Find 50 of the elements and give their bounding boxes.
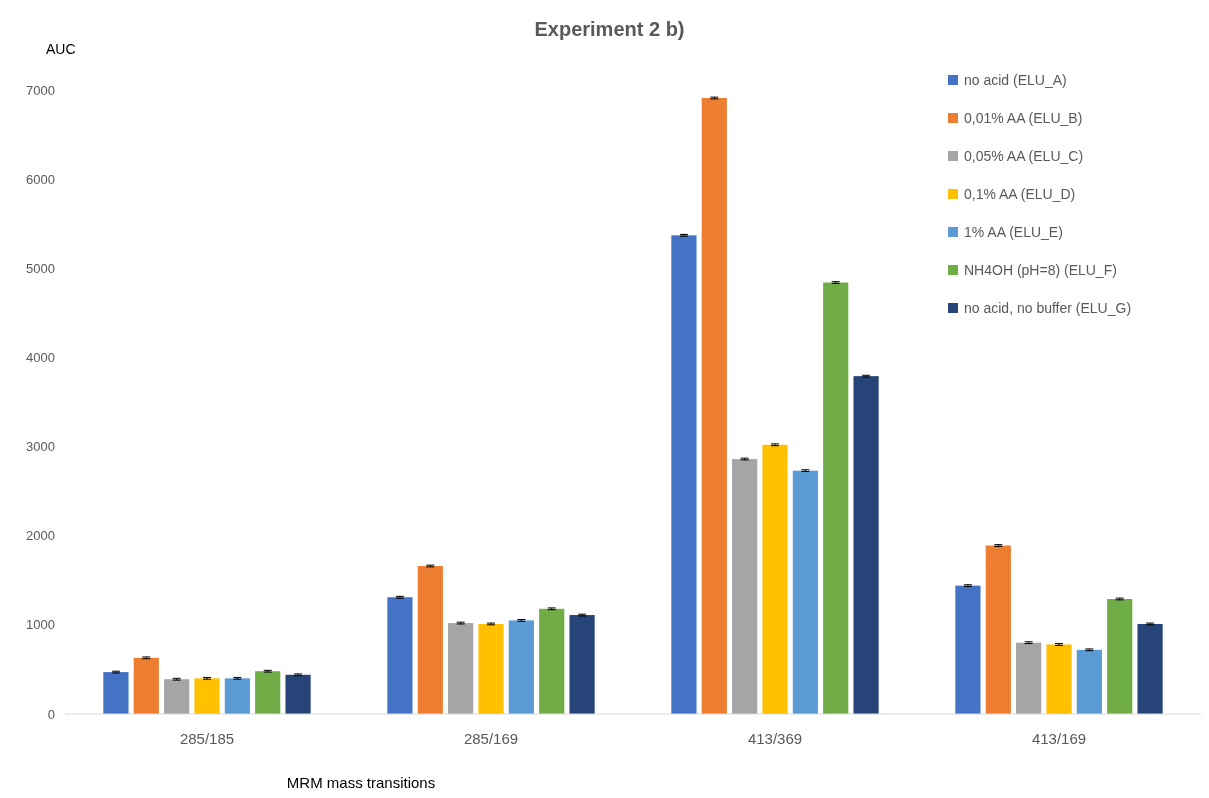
bar xyxy=(732,459,758,714)
x-axis-title: MRM mass transitions xyxy=(286,774,436,791)
bar xyxy=(255,671,281,714)
bar xyxy=(224,678,250,714)
legend-label: NH4OH (pH=8) (ELU_F) xyxy=(964,261,1117,278)
bar xyxy=(671,235,697,714)
bar xyxy=(1016,642,1042,714)
bar xyxy=(985,545,1011,714)
legend-label: no acid, no buffer (ELU_G) xyxy=(964,299,1132,316)
bar xyxy=(792,470,818,714)
bar xyxy=(1046,644,1072,714)
bar xyxy=(762,444,788,714)
bar xyxy=(539,608,565,714)
bar xyxy=(1076,649,1102,714)
bar xyxy=(387,597,413,714)
y-tick-label: 6000 xyxy=(26,171,55,187)
x-tick-label: 413/369 xyxy=(747,730,803,747)
x-tick-label: 285/169 xyxy=(463,730,519,747)
bar xyxy=(478,623,504,714)
y-axis-title: AUC xyxy=(46,41,76,57)
bar xyxy=(853,376,879,714)
bar xyxy=(823,282,849,714)
x-tick-label: 413/169 xyxy=(1031,730,1087,747)
bar xyxy=(1137,623,1163,714)
legend-label: 0,05% AA (ELU_C) xyxy=(964,147,1084,164)
chart-title: Experiment 2 b) xyxy=(534,18,685,40)
legend-label: 0,1% AA (ELU_D) xyxy=(964,185,1076,202)
y-tick-label: 0 xyxy=(47,706,55,722)
y-tick-label: 3000 xyxy=(26,439,55,455)
bar xyxy=(194,678,220,714)
bar xyxy=(701,98,727,714)
bar xyxy=(508,620,534,714)
y-tick-label: 4000 xyxy=(26,349,55,365)
x-tick-label: 285/185 xyxy=(179,730,235,747)
legend-label: 0,01% AA (ELU_B) xyxy=(964,109,1083,126)
y-tick-label: 1000 xyxy=(26,617,55,633)
bar xyxy=(569,615,595,714)
bar xyxy=(448,623,474,714)
legend-label: 1% AA (ELU_E) xyxy=(964,223,1063,240)
bar xyxy=(103,672,129,714)
y-tick-label: 7000 xyxy=(26,82,55,98)
bar xyxy=(417,566,443,714)
legend-label: no acid (ELU_A) xyxy=(964,71,1067,88)
y-tick-label: 2000 xyxy=(26,528,55,544)
bar xyxy=(164,679,190,714)
bar xyxy=(955,585,981,714)
bar xyxy=(133,657,159,714)
bar xyxy=(1107,599,1133,714)
y-tick-label: 5000 xyxy=(26,260,55,276)
bar xyxy=(285,674,311,714)
